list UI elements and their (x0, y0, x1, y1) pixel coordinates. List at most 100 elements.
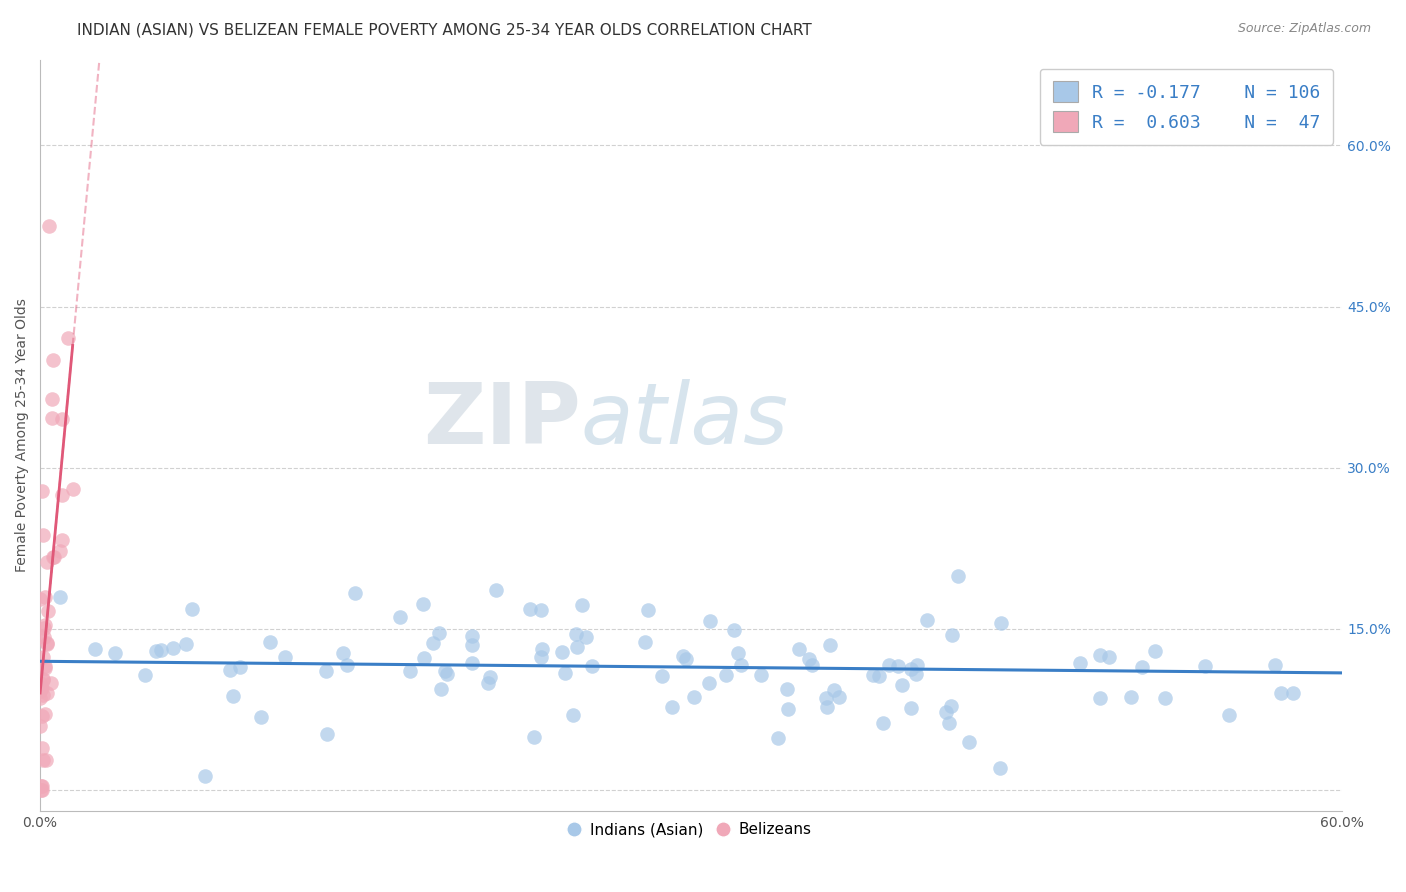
Point (51, 412, 73, 426)
Point (389, 610, 412, 624)
Point (30, 719, 52, 733)
Point (344, 586, 367, 600)
Point (891, 678, 914, 692)
Point (31, 752, 53, 766)
Point (814, 690, 837, 705)
Point (900, 700, 922, 714)
Point (905, 657, 928, 672)
Point (565, 640, 588, 654)
Point (1119, 690, 1142, 704)
Point (30, 782, 52, 797)
Point (134, 667, 156, 681)
Y-axis label: Female Poverty Among 25-34 Year Olds: Female Poverty Among 25-34 Year Olds (15, 299, 30, 573)
Point (32, 528, 55, 542)
Point (30, 683, 52, 698)
Point (716, 668, 738, 682)
Point (1069, 656, 1091, 670)
Point (412, 597, 434, 611)
Point (1218, 708, 1240, 723)
Point (398, 664, 420, 678)
Point (879, 657, 901, 672)
Point (42, 353, 65, 368)
Point (571, 598, 593, 612)
Point (30, 681, 52, 696)
Point (778, 702, 800, 716)
Point (332, 646, 354, 660)
Point (31, 741, 53, 756)
Point (634, 635, 657, 649)
Point (34, 707, 56, 722)
Point (1194, 659, 1216, 673)
Point (523, 730, 546, 744)
Point (941, 628, 963, 642)
Point (32, 630, 55, 644)
Point (30, 592, 52, 607)
Point (530, 602, 553, 616)
Point (661, 700, 683, 714)
Point (181, 602, 204, 616)
Point (477, 675, 499, 690)
Point (37, 604, 59, 618)
Point (823, 683, 845, 698)
Point (41, 549, 63, 564)
Point (1153, 690, 1175, 705)
Point (699, 614, 721, 628)
Point (565, 627, 588, 641)
Point (37, 555, 59, 569)
Point (531, 642, 554, 657)
Point (484, 583, 506, 598)
Point (34, 617, 56, 632)
Point (316, 727, 339, 741)
Point (683, 690, 706, 705)
Point (988, 761, 1011, 775)
Point (31, 779, 53, 793)
Point (1264, 658, 1286, 673)
Point (1088, 691, 1111, 706)
Point (229, 660, 252, 674)
Point (38, 219, 60, 233)
Point (519, 602, 541, 616)
Point (551, 645, 574, 659)
Point (31, 708, 53, 723)
Point (946, 569, 969, 583)
Point (34, 659, 56, 673)
Point (900, 662, 922, 676)
Point (461, 657, 484, 671)
Point (917, 613, 939, 627)
Point (84, 641, 107, 656)
Point (938, 716, 960, 731)
Point (1282, 686, 1305, 700)
Point (478, 670, 501, 684)
Point (461, 629, 484, 643)
Point (436, 666, 458, 681)
Point (872, 716, 894, 731)
Point (787, 641, 810, 656)
Point (35, 637, 58, 651)
Point (799, 652, 821, 666)
Point (1098, 650, 1121, 665)
Point (581, 658, 603, 673)
Point (30, 629, 52, 643)
Point (1090, 648, 1112, 662)
Point (766, 731, 789, 745)
Text: Source: ZipAtlas.com: Source: ZipAtlas.com (1237, 22, 1371, 36)
Point (32, 621, 55, 635)
Point (561, 707, 583, 722)
Point (637, 603, 659, 617)
Point (219, 663, 242, 677)
Point (48, 544, 70, 558)
Point (259, 635, 281, 649)
Point (422, 636, 444, 650)
Point (430, 681, 453, 696)
Point (149, 643, 172, 657)
Text: atlas: atlas (581, 379, 789, 462)
Point (30, 676, 52, 690)
Point (34, 753, 56, 767)
Point (56, 331, 79, 345)
Point (222, 689, 245, 703)
Point (32, 673, 55, 687)
Point (935, 706, 957, 720)
Point (41, 410, 63, 425)
Point (730, 657, 752, 672)
Point (32, 688, 55, 702)
